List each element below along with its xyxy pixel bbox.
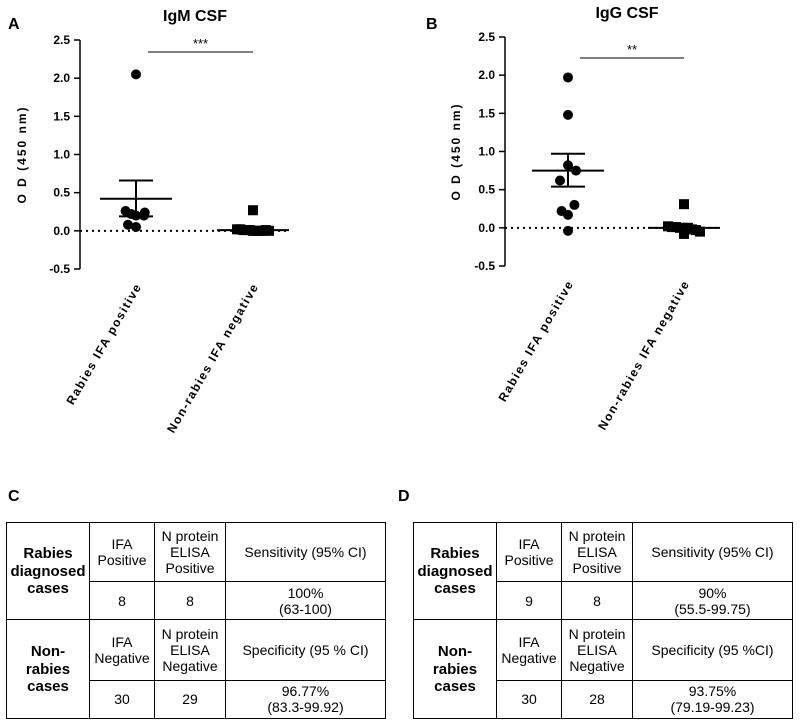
chart-b-y-tick-label: 0.0 — [478, 221, 495, 235]
chart-a-y-tick-label: 2.5 — [53, 33, 70, 47]
chart-b-point — [569, 199, 580, 210]
table-d-elisa-negative: N protein ELISA Negative — [561, 619, 633, 681]
chart-a-y-tick-label: 1.5 — [53, 109, 70, 123]
table-c: Rabies diagnosed cases IFA Positive N pr… — [6, 521, 386, 720]
chart-a-point — [123, 219, 133, 230]
chart-b-y-tick-label: -0.5 — [474, 259, 495, 273]
table-d-ifa-negative: IFA Negative — [496, 619, 562, 681]
chart-b-y-tick-label: 2.5 — [478, 30, 495, 44]
chart-a-point — [131, 210, 141, 221]
chart-b-y-tick-label: 2.0 — [478, 68, 495, 82]
table-d-elisa-negative-count: 28 — [561, 679, 633, 720]
table-c-ifa-positive: IFA Positive — [89, 521, 155, 583]
table-c-elisa-negative-count: 29 — [154, 679, 226, 720]
chart-b-point — [571, 165, 581, 176]
panel-label-c: C — [8, 488, 20, 505]
chart-a-y-axis-label: O D (450 nm) — [15, 105, 29, 203]
chart-b-title: IgG CSF — [595, 5, 658, 22]
chart-a-category-label-1: Non-rabies IFA negative — [164, 281, 262, 436]
chart-b-point — [563, 160, 573, 171]
panel-label-d: D — [398, 488, 410, 505]
chart-b-point — [695, 226, 705, 237]
table-c-elisa-positive: N protein ELISA Positive — [154, 521, 226, 583]
charts-canvas: IgM CSF -0.5 0.0 0.5 1.0 1.5 2.0 2.5 O D (450 nm… — [15, 5, 720, 436]
chart-a-point — [131, 69, 141, 80]
table-c-ifa-positive-count: 8 — [89, 581, 155, 621]
chart-a-point — [248, 205, 258, 216]
chart-b-point — [679, 199, 689, 210]
table-c-sensitivity-header: Sensitivity (95% CI) — [225, 521, 386, 583]
chart-b-y-tick-label: 0.5 — [478, 183, 495, 197]
table-d-rabies-header: Rabies diagnosed cases — [413, 521, 497, 621]
table-d-ifa-positive: IFA Positive — [496, 521, 562, 583]
table-d-elisa-positive-count: 8 — [561, 581, 633, 621]
chart-b-point — [563, 72, 573, 83]
chart-a-y-tick-label: 1.0 — [53, 148, 70, 162]
panel-label-b: B — [426, 16, 438, 33]
chart-a-point — [264, 225, 274, 236]
table-d-sensitivity-value: 90% (55.5-99.75) — [632, 581, 793, 621]
chart-b-point — [563, 109, 573, 120]
chart-a-significance-label: *** — [193, 36, 208, 51]
chart-b-y-tick-label: 1.0 — [478, 145, 495, 159]
chart-b-category-label-0: Rabies IFA positive — [495, 278, 576, 405]
chart-a-point — [139, 210, 149, 221]
table-c-sensitivity-value: 100% (63-100) — [225, 581, 386, 621]
table-d-ifa-negative-count: 30 — [496, 679, 562, 720]
table-c-elisa-positive-count: 8 — [154, 581, 226, 621]
chart-b-y-tick-label: 1.5 — [478, 106, 495, 120]
table-d-ifa-positive-count: 9 — [496, 581, 562, 621]
chart-a-y-tick-label: 0.0 — [53, 224, 70, 238]
chart-b-point — [679, 228, 689, 239]
table-d-specificity-value: 93.75% (79.19-99.23) — [632, 679, 793, 720]
table-c-ifa-negative: IFA Negative — [89, 619, 155, 681]
table-d-nonrabies-header: Non-rabies cases — [413, 619, 497, 719]
table-c-ifa-negative-count: 30 — [89, 679, 155, 720]
table-c-rabies-header: Rabies diagnosed cases — [6, 521, 90, 621]
chart-b-point — [563, 209, 573, 220]
chart-a-point — [131, 222, 141, 233]
chart-b-y-axis-label: O D (450 nm) — [449, 102, 463, 200]
table-c-nonrabies-header: Non-rabies cases — [6, 619, 90, 719]
chart-b-point — [563, 225, 573, 236]
panel-label-a: A — [8, 16, 20, 33]
table-c-specificity-header: Specificity (95 % CI) — [225, 619, 386, 681]
table-d-elisa-positive: N protein ELISA Positive — [561, 521, 633, 583]
chart-b-point — [555, 175, 565, 186]
chart-a-title: IgM CSF — [163, 8, 227, 25]
table-d: Rabies diagnosed cases IFA Positive N pr… — [413, 521, 793, 720]
chart-b-category-label-1: Non-rabies IFA negative — [595, 278, 693, 433]
chart-a-y-tick-label: -0.5 — [49, 262, 70, 276]
chart-b-significance-label: ** — [627, 42, 637, 57]
table-c-specificity-value: 96.77% (83.3-99.92) — [225, 679, 386, 720]
table-d-specificity-header: Specificity (95 %CI) — [632, 619, 793, 681]
chart-a-y-tick-label: 0.5 — [53, 186, 70, 200]
chart-a-category-label-0: Rabies IFA positive — [63, 281, 144, 408]
chart-a-y-tick-label: 2.0 — [53, 71, 70, 85]
table-c-elisa-negative: N protein ELISA Negative — [154, 619, 226, 681]
table-d-sensitivity-header: Sensitivity (95% CI) — [632, 521, 793, 583]
